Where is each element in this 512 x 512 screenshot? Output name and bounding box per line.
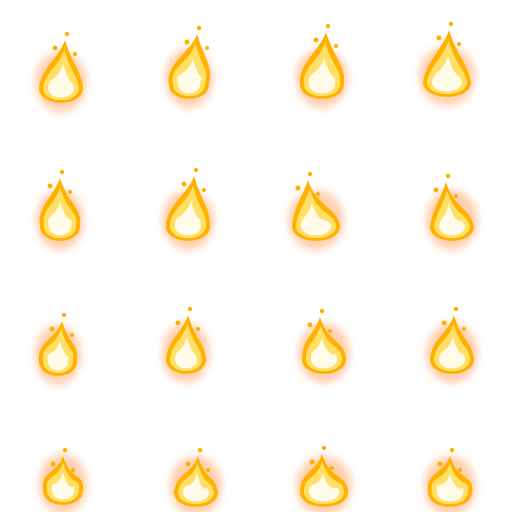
ember-spark <box>61 312 67 318</box>
ember-spark <box>457 42 461 46</box>
ember-spark <box>205 46 209 50</box>
ember-spark <box>433 187 439 193</box>
ember-spark <box>437 461 443 467</box>
flame-icon <box>296 23 348 108</box>
ember-spark <box>321 445 327 451</box>
flame-icon <box>298 308 350 383</box>
flame-core <box>175 201 201 236</box>
ember-spark <box>181 181 187 187</box>
flame-frame <box>382 128 510 256</box>
ember-spark <box>206 468 210 472</box>
ember-spark <box>52 45 58 51</box>
flame-core <box>48 202 72 236</box>
ember-spark <box>196 25 202 31</box>
ember-spark <box>462 327 466 331</box>
flame-icon <box>296 445 352 512</box>
ember-spark <box>313 37 319 43</box>
ember-spark <box>70 333 74 337</box>
flame-icon <box>162 167 214 250</box>
ember-spark <box>319 308 325 314</box>
flame-core <box>436 474 464 502</box>
flame-frame <box>382 384 510 512</box>
flame-core <box>311 338 337 369</box>
flame-icon <box>426 173 478 250</box>
ember-spark <box>316 192 320 196</box>
ember-spark <box>441 320 447 326</box>
flame-frame <box>382 0 510 128</box>
flame-icon <box>36 169 84 250</box>
ember-spark <box>328 329 332 333</box>
flame-frame <box>0 0 124 128</box>
flame-icon <box>35 312 81 385</box>
flame-icon <box>170 447 222 512</box>
flame-core <box>308 58 336 94</box>
flame-frame <box>126 128 254 256</box>
flame-frame <box>126 384 254 512</box>
ember-spark <box>445 173 451 179</box>
flame-core <box>175 337 197 369</box>
flame-core <box>439 337 465 369</box>
ember-spark <box>202 188 206 192</box>
ember-spark <box>175 320 181 326</box>
flame-frame <box>0 384 124 512</box>
flame-icon <box>424 447 476 512</box>
ember-spark <box>49 326 55 332</box>
flame-core <box>301 203 331 236</box>
flame-frame <box>254 256 382 384</box>
ember-spark <box>73 52 77 56</box>
ember-spark <box>309 459 315 465</box>
ember-spark <box>307 171 313 177</box>
flame-icon <box>162 306 210 383</box>
ember-spark <box>325 23 331 29</box>
flame-core <box>432 56 462 92</box>
ember-spark <box>448 21 454 27</box>
ember-spark <box>458 468 462 472</box>
flame-icon <box>288 171 344 250</box>
flame-frame <box>382 256 510 384</box>
ember-spark <box>193 167 199 173</box>
flame-icon <box>426 306 478 383</box>
flame-icon <box>39 447 87 512</box>
ember-spark <box>453 306 459 312</box>
flame-core <box>47 341 69 371</box>
ember-spark <box>59 169 65 175</box>
ember-spark <box>436 35 442 41</box>
ember-spark <box>47 183 53 189</box>
ember-spark <box>334 44 338 48</box>
ember-spark <box>187 306 193 312</box>
flame-core <box>177 59 202 94</box>
ember-spark <box>454 194 458 198</box>
flame-icon <box>165 25 213 108</box>
ember-spark <box>449 447 455 453</box>
ember-spark <box>62 447 68 453</box>
flame-frame <box>0 128 124 256</box>
flame-core <box>51 473 75 500</box>
flame-core <box>439 204 465 236</box>
flame-core <box>183 474 209 502</box>
flame-icon <box>35 31 87 112</box>
flame-frame <box>126 256 254 384</box>
flame-frame <box>254 384 382 512</box>
ember-spark <box>330 466 334 470</box>
ember-spark <box>185 461 191 467</box>
flame-frame <box>126 0 254 128</box>
ember-spark <box>197 447 203 453</box>
flame-core <box>48 64 74 98</box>
flame-frame <box>0 256 124 385</box>
ember-spark <box>196 327 200 331</box>
flame-frame <box>254 128 382 256</box>
flame-icon <box>419 21 475 106</box>
ember-spark <box>307 322 313 328</box>
flame-frame <box>254 0 382 128</box>
ember-spark <box>50 461 56 467</box>
ember-spark <box>295 185 301 191</box>
ember-spark <box>64 31 70 37</box>
flame-core <box>309 473 339 502</box>
ember-spark <box>71 468 75 472</box>
ember-spark <box>184 39 190 45</box>
ember-spark <box>68 190 72 194</box>
